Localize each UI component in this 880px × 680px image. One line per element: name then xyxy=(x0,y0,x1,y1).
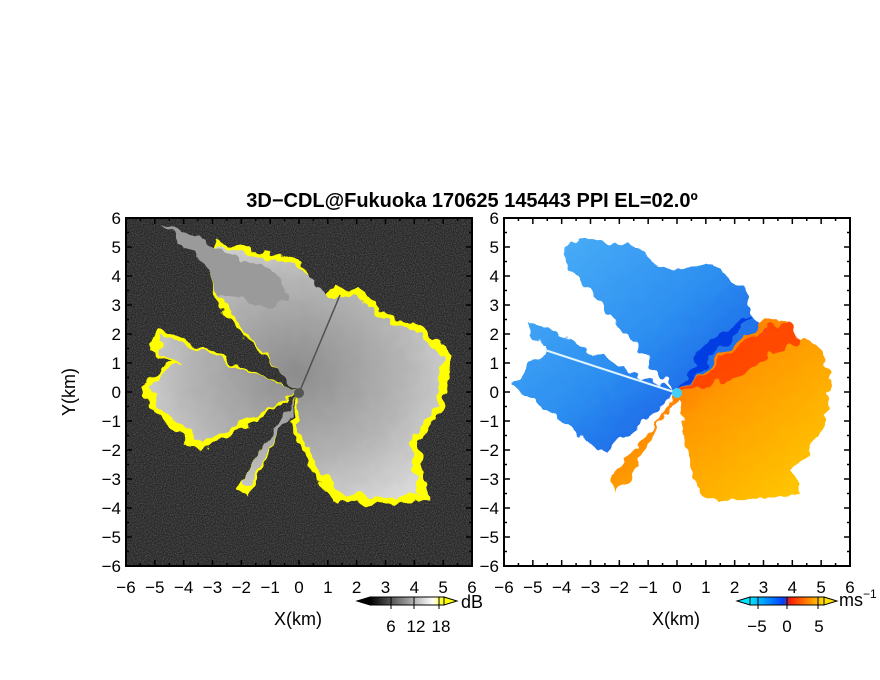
left-axis-ticks xyxy=(125,217,473,567)
left-x-tick-label: −4 xyxy=(174,578,193,597)
left-x-tick-label: −5 xyxy=(145,578,164,597)
left-y-tick-label: 0 xyxy=(112,383,121,402)
right-strong-positive xyxy=(677,320,800,393)
right-colorbar-label-0: 0 xyxy=(782,617,791,636)
left-x-tick-label: 2 xyxy=(352,578,361,597)
left-colorbar-ramp xyxy=(369,596,445,606)
right-y-tick-label: −6 xyxy=(480,557,499,576)
left-x-tick-label: 4 xyxy=(410,578,419,597)
left-colorbar-unit: dB xyxy=(461,592,483,612)
left-y-tick-label: 4 xyxy=(112,267,121,286)
left-echo-body xyxy=(148,246,444,498)
right-x-tick-label: 6 xyxy=(845,578,854,597)
right-y-tick-label: 1 xyxy=(490,354,499,373)
right-x-tick-label: 3 xyxy=(759,578,768,597)
right-y-tick-label: −2 xyxy=(480,441,499,460)
left-colorbar-left-arrow xyxy=(355,596,371,606)
right-y-tick-label: −5 xyxy=(480,528,499,547)
right-colorbar-right-arrow xyxy=(823,596,839,606)
right-colorbar-unit-exp: −1 xyxy=(863,587,877,601)
right-x-tick-label: 4 xyxy=(788,578,797,597)
left-x-tick-labels: −6 −5 −4 −3 −2 −1 0 1 2 3 4 5 6 xyxy=(116,578,476,597)
right-x-tick-label: −5 xyxy=(523,578,542,597)
left-x-tick-label: 5 xyxy=(438,578,447,597)
left-y-tick-label: 2 xyxy=(112,325,121,344)
left-echo-region xyxy=(140,225,452,505)
right-y-tick-label: 3 xyxy=(490,296,499,315)
left-y-tick-label: −5 xyxy=(102,528,121,547)
left-x-tick-label: 6 xyxy=(467,578,476,597)
right-x-axis-label: X(km) xyxy=(652,609,700,629)
right-colorbar-left-arrow xyxy=(735,596,751,606)
left-x-tick-label: 0 xyxy=(294,578,303,597)
left-y-tick-label: 1 xyxy=(112,354,121,373)
left-y-tick-labels: −6 −5 −4 −3 −2 −1 0 1 2 3 4 5 6 xyxy=(102,209,121,576)
left-y-tick-label: −2 xyxy=(102,441,121,460)
right-x-tick-label: −6 xyxy=(494,578,513,597)
right-strong-negative xyxy=(677,318,752,393)
left-x-tick-label: 3 xyxy=(381,578,390,597)
right-panel xyxy=(504,218,850,566)
left-y-tick-label: −1 xyxy=(102,412,121,431)
left-x-tick-label: 1 xyxy=(323,578,332,597)
left-beam-line xyxy=(298,294,341,394)
right-radar-center xyxy=(672,388,682,398)
left-y-tick-label: 3 xyxy=(112,296,121,315)
left-x-axis-label: X(km) xyxy=(274,609,322,629)
right-velocity-region xyxy=(513,238,830,502)
right-x-tick-label: −1 xyxy=(638,578,657,597)
left-colorbar: dB 6 12 18 xyxy=(355,592,483,636)
right-colorbar-label-neg5: −5 xyxy=(747,617,766,636)
left-y-tick-label: −6 xyxy=(102,557,121,576)
left-colorbar-label-18: 18 xyxy=(432,617,451,636)
right-colorbar-unit-base: ms xyxy=(839,590,863,610)
left-colorbar-label-12: 12 xyxy=(407,617,426,636)
right-x-tick-label: 2 xyxy=(730,578,739,597)
right-y-tick-label: 5 xyxy=(490,238,499,257)
right-colorbar-unit: ms−1 xyxy=(839,587,877,610)
right-x-tick-labels: −6 −5 −4 −3 −2 −1 0 1 2 3 4 5 6 xyxy=(494,578,854,597)
left-x-tick-label: −3 xyxy=(203,578,222,597)
left-y-axis-label: Y(km) xyxy=(59,368,79,416)
right-x-tick-label: −2 xyxy=(610,578,629,597)
right-y-tick-labels: −6 −5 −4 −3 −2 −1 0 1 2 3 4 5 6 xyxy=(480,209,499,576)
right-beam-line xyxy=(544,349,678,394)
right-axis-ticks xyxy=(503,217,851,567)
right-y-tick-label: −4 xyxy=(480,499,499,518)
left-y-tick-label: 6 xyxy=(112,209,121,228)
left-echo-plume xyxy=(160,225,290,310)
chart-title: 3D−CDL@Fukuoka 170625 145443 PPI EL=02.0… xyxy=(246,190,698,212)
right-x-tick-label: 0 xyxy=(672,578,681,597)
right-y-tick-label: 0 xyxy=(490,383,499,402)
left-colorbar-label-6: 6 xyxy=(386,617,395,636)
right-y-tick-label: 2 xyxy=(490,325,499,344)
left-colorbar-right-arrow xyxy=(443,596,459,606)
left-y-tick-label: 5 xyxy=(112,238,121,257)
left-panel xyxy=(126,218,472,566)
right-y-tick-label: −1 xyxy=(480,412,499,431)
right-x-tick-label: 5 xyxy=(816,578,825,597)
left-radar-center xyxy=(294,388,304,398)
right-x-tick-label: −3 xyxy=(581,578,600,597)
right-colorbar-label-5: 5 xyxy=(814,617,823,636)
left-x-tick-label: −1 xyxy=(260,578,279,597)
left-y-tick-label: −3 xyxy=(102,470,121,489)
right-y-tick-label: 6 xyxy=(490,209,499,228)
left-y-tick-label: −4 xyxy=(102,499,121,518)
right-negative-velocity xyxy=(513,238,762,454)
right-positive-velocity xyxy=(612,318,830,502)
right-y-tick-label: 4 xyxy=(490,267,499,286)
right-colorbar: ms−1 −5 0 5 xyxy=(735,587,877,636)
right-x-tick-label: 1 xyxy=(701,578,710,597)
left-x-tick-label: −2 xyxy=(232,578,251,597)
left-x-tick-label: −6 xyxy=(116,578,135,597)
right-y-tick-label: −3 xyxy=(480,470,499,489)
right-x-tick-label: −4 xyxy=(552,578,571,597)
